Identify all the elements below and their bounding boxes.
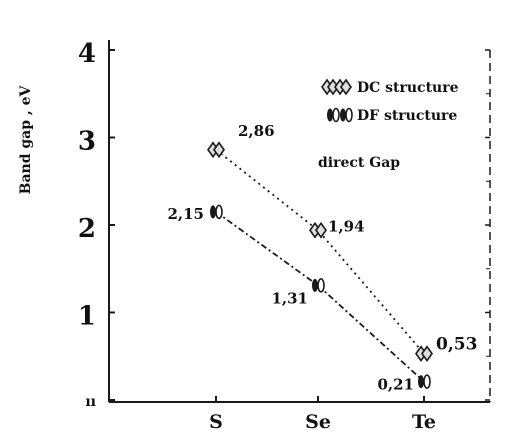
df-marker xyxy=(418,374,431,389)
y-tick-label: 1 xyxy=(78,302,96,332)
data-label: 2,15 xyxy=(167,205,204,223)
series-group xyxy=(207,141,433,389)
y-tick-label: 3 xyxy=(78,127,96,157)
legend-df-marker xyxy=(340,107,353,123)
direct-gap-annotation: direct Gap xyxy=(318,155,400,171)
data-labels: 2,86 1,94 0,53 2,15 1,31 0,21 xyxy=(167,122,477,394)
dc-structure-line xyxy=(215,149,425,355)
data-label: 2,86 xyxy=(238,122,275,140)
y-axis-label: Band gap , eV xyxy=(18,84,34,194)
dc-marker xyxy=(207,141,225,159)
df-marker xyxy=(312,278,325,293)
df-marker xyxy=(210,204,223,220)
legend-label: DF structure xyxy=(357,108,457,124)
legend-dc-marker xyxy=(321,78,339,96)
x-tick-label: Te xyxy=(412,411,436,433)
df-structure-line xyxy=(215,211,425,383)
y-tick-label: ıı xyxy=(85,394,96,410)
data-label: 0,21 xyxy=(377,376,414,394)
legend-dc-marker xyxy=(334,78,352,96)
data-label: 1,31 xyxy=(271,289,308,307)
x-tick-label: Se xyxy=(305,411,331,433)
dc-marker xyxy=(309,221,327,239)
legend-label: DC structure xyxy=(357,80,459,96)
plot-frame xyxy=(108,40,491,403)
y-tick-label: 2 xyxy=(78,214,96,244)
data-label: 1,94 xyxy=(328,217,365,235)
dc-marker xyxy=(415,345,433,363)
axes: ıı 1 2 3 4 S Se Te xyxy=(78,39,490,433)
data-label: 0,53 xyxy=(436,335,477,355)
legend-df-marker xyxy=(327,107,340,123)
y-tick-label: 4 xyxy=(78,39,96,69)
legend: DC structure DF structure xyxy=(321,78,459,124)
x-tick-label: S xyxy=(209,411,223,433)
